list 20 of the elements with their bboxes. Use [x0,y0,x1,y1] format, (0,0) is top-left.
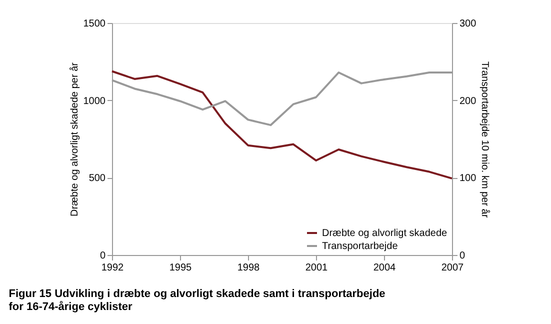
x-tick-label: 2001 [305,262,328,274]
y-tick-label: 1000 [83,96,106,107]
x-tick-label: 1995 [169,262,192,274]
x-tick-label: 1992 [101,262,124,274]
line-series [111,70,453,180]
y-tick-label: 1500 [83,18,106,30]
x-tick-label: 2007 [441,262,464,274]
legend-label: Dræbte og alvorligt skadede [322,228,448,239]
y2-tick-label: 0 [460,250,466,262]
y-tick-label: 500 [88,173,106,184]
y2-axis-title: Transportarbejde 10 mio. km per år [479,61,492,218]
y-tick-label: 0 [100,250,106,262]
legend-label: Transportarbejde [322,241,398,252]
y-axis-title: Dræbte og alvorligt skadede per år [68,62,80,216]
y2-tick-label: 300 [460,18,477,30]
x-tick-label: 1998 [237,262,260,274]
y2-tick-label: 200 [460,96,477,107]
text: Figur 15 Udvikling i dræbte og alvorligt skadede samt i transportarbejde for 16-74-årige cyklister [8,288,386,313]
x-tick-label: 2004 [373,262,396,274]
y2-tick-label: 100 [460,173,477,184]
